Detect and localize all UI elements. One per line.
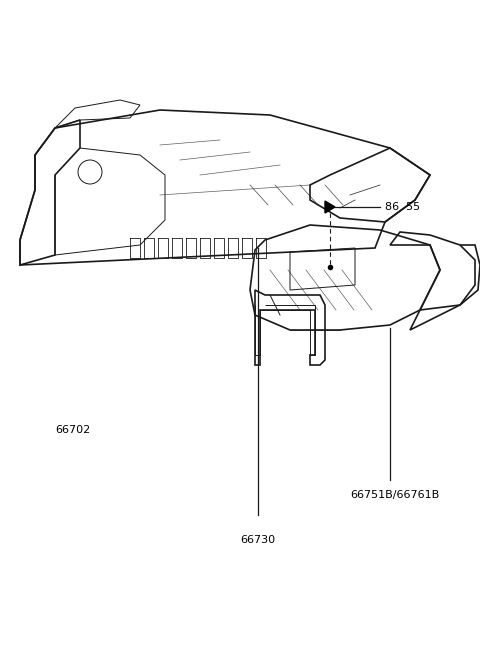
Text: 66702: 66702 bbox=[55, 425, 90, 435]
Text: 66751B/66761B: 66751B/66761B bbox=[350, 490, 439, 500]
Polygon shape bbox=[325, 201, 335, 213]
Text: 86  55: 86 55 bbox=[385, 202, 420, 212]
Text: 66730: 66730 bbox=[240, 535, 276, 545]
